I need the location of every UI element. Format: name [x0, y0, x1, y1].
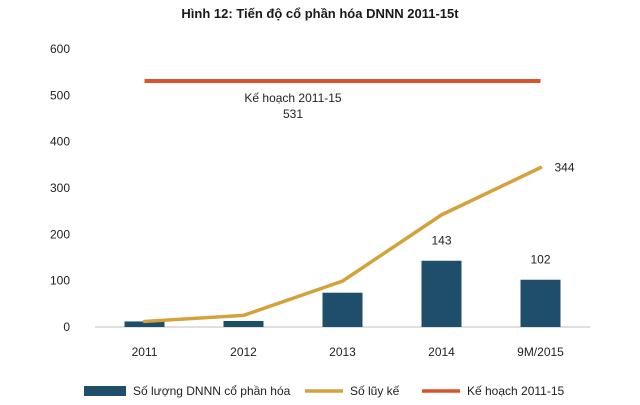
cumulative-series: [142, 165, 543, 324]
x-tick-label: 2014: [428, 345, 455, 359]
y-tick-label: 300: [50, 181, 70, 195]
y-tick-label: 600: [50, 42, 70, 56]
legend: Số lượng DNNN cổ phần hóa Số lũy kế Kế hoạ…: [84, 384, 565, 398]
y-axis: 0 100 200 300 400 500 600: [50, 42, 70, 334]
x-tick-label: 2013: [329, 345, 356, 359]
bar-data-label: 143: [431, 234, 451, 248]
legend-swatch-bar: [84, 386, 126, 396]
bar: [223, 320, 264, 327]
plan-annotation-label: Kế hoạch 2011-15: [244, 91, 342, 105]
legend-label: Kế hoạch 2011-15: [467, 384, 565, 398]
y-tick-label: 200: [50, 227, 70, 241]
x-tick-label: 2011: [132, 345, 158, 359]
x-tick-label: 2012: [230, 345, 257, 359]
cumulative-line: [142, 165, 543, 324]
x-tick-label: 9M/2015: [517, 345, 564, 359]
bar: [421, 260, 462, 327]
bar: [322, 292, 363, 327]
y-tick-label: 0: [63, 320, 70, 334]
legend-label: Số lượng DNNN cổ phần hóa: [133, 384, 291, 398]
bar: [520, 279, 561, 327]
y-tick-label: 100: [50, 274, 70, 288]
data-labels: 143 102 344: [431, 161, 574, 267]
y-tick-label: 500: [50, 88, 70, 102]
x-axis: 2011 2012 2013 2014 9M/2015: [132, 345, 565, 359]
legend-label: Số lũy kế: [350, 384, 400, 398]
chart-title: Hình 12: Tiến độ cổ phần hóa DNNN 2011-1…: [181, 6, 459, 21]
plan-annotation-value: 531: [283, 107, 303, 121]
bar: [124, 321, 165, 327]
line-data-label: 344: [555, 161, 575, 175]
bar-data-label: 102: [530, 253, 550, 267]
bar-series: [124, 260, 561, 327]
plan-annotation: Kế hoạch 2011-15 531: [244, 91, 342, 121]
y-tick-label: 400: [50, 135, 70, 149]
